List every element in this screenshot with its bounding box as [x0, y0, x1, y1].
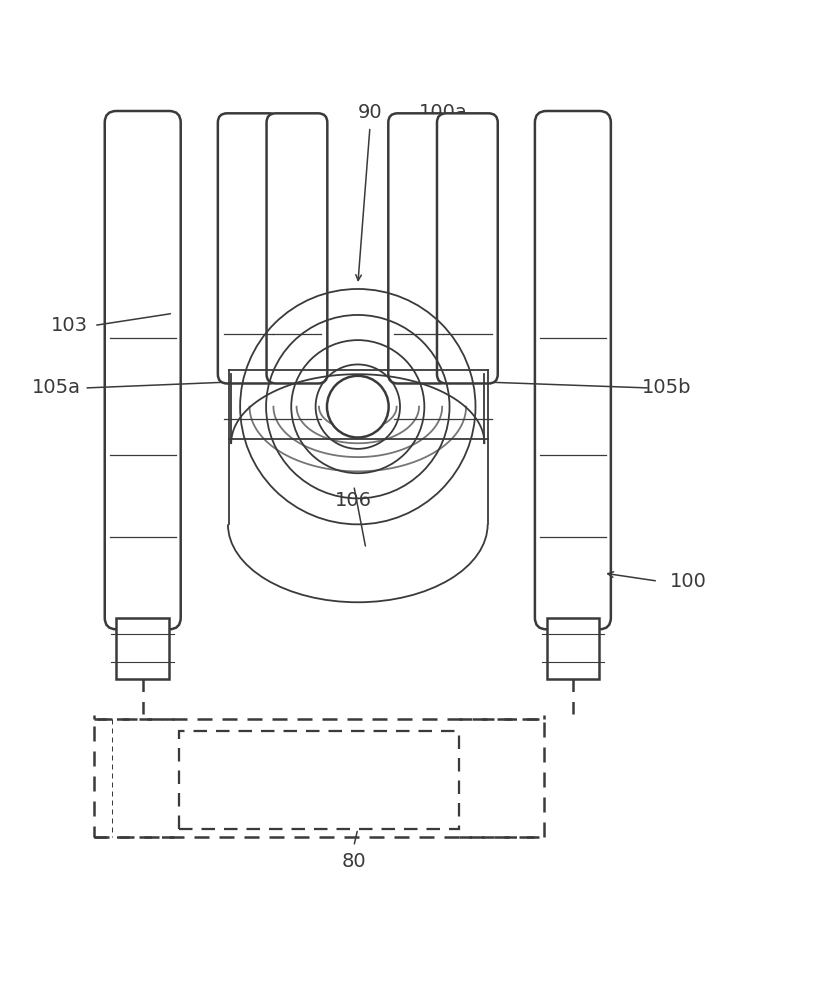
Text: 100a: 100a: [419, 103, 467, 122]
FancyBboxPatch shape: [267, 113, 328, 383]
Text: 100: 100: [670, 572, 707, 591]
FancyBboxPatch shape: [105, 111, 180, 629]
Text: 103: 103: [51, 316, 88, 335]
Text: 80: 80: [341, 852, 366, 871]
Bar: [546, 618, 599, 679]
Text: 90: 90: [358, 103, 382, 122]
Bar: [94, 719, 545, 837]
Bar: [179, 731, 459, 829]
Circle shape: [327, 376, 389, 438]
FancyBboxPatch shape: [437, 113, 498, 383]
FancyBboxPatch shape: [218, 113, 279, 383]
FancyBboxPatch shape: [389, 113, 449, 383]
Text: 104: 104: [270, 137, 307, 156]
FancyBboxPatch shape: [535, 111, 611, 629]
Bar: [116, 618, 169, 679]
Text: 105b: 105b: [641, 378, 691, 397]
Text: 105a: 105a: [32, 378, 80, 397]
Text: 106: 106: [335, 491, 372, 510]
